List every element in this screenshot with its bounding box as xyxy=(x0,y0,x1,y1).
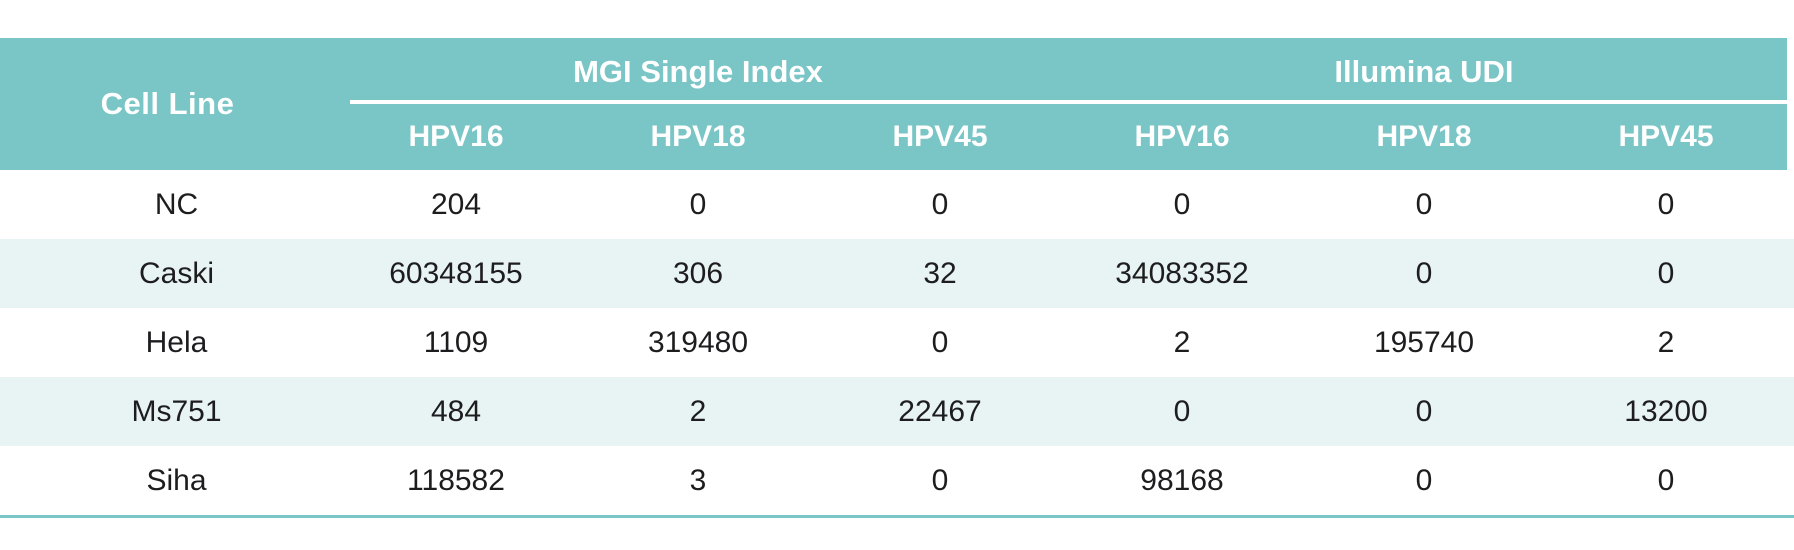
table-cell: 13200 xyxy=(1624,394,1708,428)
group-header-illumina-udi: Illumina UDI xyxy=(1334,54,1514,89)
table-cell: 2 xyxy=(689,394,707,428)
table-cell: 195740 xyxy=(1373,325,1475,359)
table-cell: 0 xyxy=(1657,463,1675,497)
row-label: Hela xyxy=(145,325,208,359)
group-header-mgi-single-index: MGI Single Index xyxy=(573,54,823,89)
table-header: Cell Line MGI Single Index Illumina UDI … xyxy=(0,38,1787,170)
row-label: NC xyxy=(154,187,199,221)
table-bottom-rule xyxy=(0,515,1794,518)
table-cell: 0 xyxy=(1173,394,1191,428)
table-row-nc: NC 204 0 0 0 0 0 xyxy=(0,170,1794,239)
table-cell: 2 xyxy=(1173,325,1191,359)
header-divider-rule xyxy=(350,100,1787,104)
table-cell: 0 xyxy=(931,187,949,221)
table-cell: 0 xyxy=(931,325,949,359)
table-cell: 0 xyxy=(1173,187,1191,221)
table-cell: 0 xyxy=(1657,187,1675,221)
table-cell: 484 xyxy=(430,394,482,428)
table-cell: 32 xyxy=(923,256,957,290)
table-cell: 60348155 xyxy=(389,256,523,290)
column-header-mgi-hpv18: HPV18 xyxy=(650,120,746,153)
table-row-caski: Caski 60348155 306 32 34083352 0 0 xyxy=(0,239,1794,308)
table-row-siha: Siha 118582 3 0 98168 0 0 xyxy=(0,446,1794,515)
table-cell: 3 xyxy=(689,463,707,497)
column-header-illumina-hpv16: HPV16 xyxy=(1134,120,1230,153)
sub-header-row: HPV16 HPV18 HPV45 HPV16 HPV18 HPV45 xyxy=(335,104,1787,170)
table-cell: 98168 xyxy=(1140,463,1224,497)
table-cell: 22467 xyxy=(898,394,982,428)
table-cell: 204 xyxy=(430,187,482,221)
table-cell: 2 xyxy=(1657,325,1675,359)
table-cell: 0 xyxy=(689,187,707,221)
row-label: Siha xyxy=(146,463,207,497)
table-row-ms751: Ms751 484 2 22467 0 0 13200 xyxy=(0,377,1794,446)
column-header-mgi-hpv45: HPV45 xyxy=(892,120,988,153)
table-cell: 319480 xyxy=(647,325,749,359)
table-cell: 0 xyxy=(1415,187,1433,221)
row-label: Caski xyxy=(138,256,214,290)
header-right-section: MGI Single Index Illumina UDI HPV16 HPV1… xyxy=(335,38,1787,170)
table-cell: 1109 xyxy=(423,325,489,359)
table-row-hela: Hela 1109 319480 0 2 195740 2 xyxy=(0,308,1794,377)
table-cell: 0 xyxy=(1415,463,1433,497)
results-table: Cell Line MGI Single Index Illumina UDI … xyxy=(0,38,1794,518)
group-header-row: MGI Single Index Illumina UDI xyxy=(335,38,1787,100)
cell-line-header: Cell Line xyxy=(100,86,235,121)
table-body: NC 204 0 0 0 0 0 Caski 60348155 306 32 3… xyxy=(0,170,1794,515)
column-header-illumina-hpv18: HPV18 xyxy=(1376,120,1472,153)
table-cell: 118582 xyxy=(407,463,505,497)
column-header-illumina-hpv45: HPV45 xyxy=(1618,120,1714,153)
table-cell: 34083352 xyxy=(1115,256,1249,290)
column-header-mgi-hpv16: HPV16 xyxy=(408,120,504,153)
table-cell: 0 xyxy=(931,463,949,497)
table-cell: 306 xyxy=(672,256,724,290)
table-cell: 0 xyxy=(1415,256,1433,290)
row-label: Ms751 xyxy=(131,394,222,428)
table-cell: 0 xyxy=(1657,256,1675,290)
table-cell: 0 xyxy=(1415,394,1433,428)
